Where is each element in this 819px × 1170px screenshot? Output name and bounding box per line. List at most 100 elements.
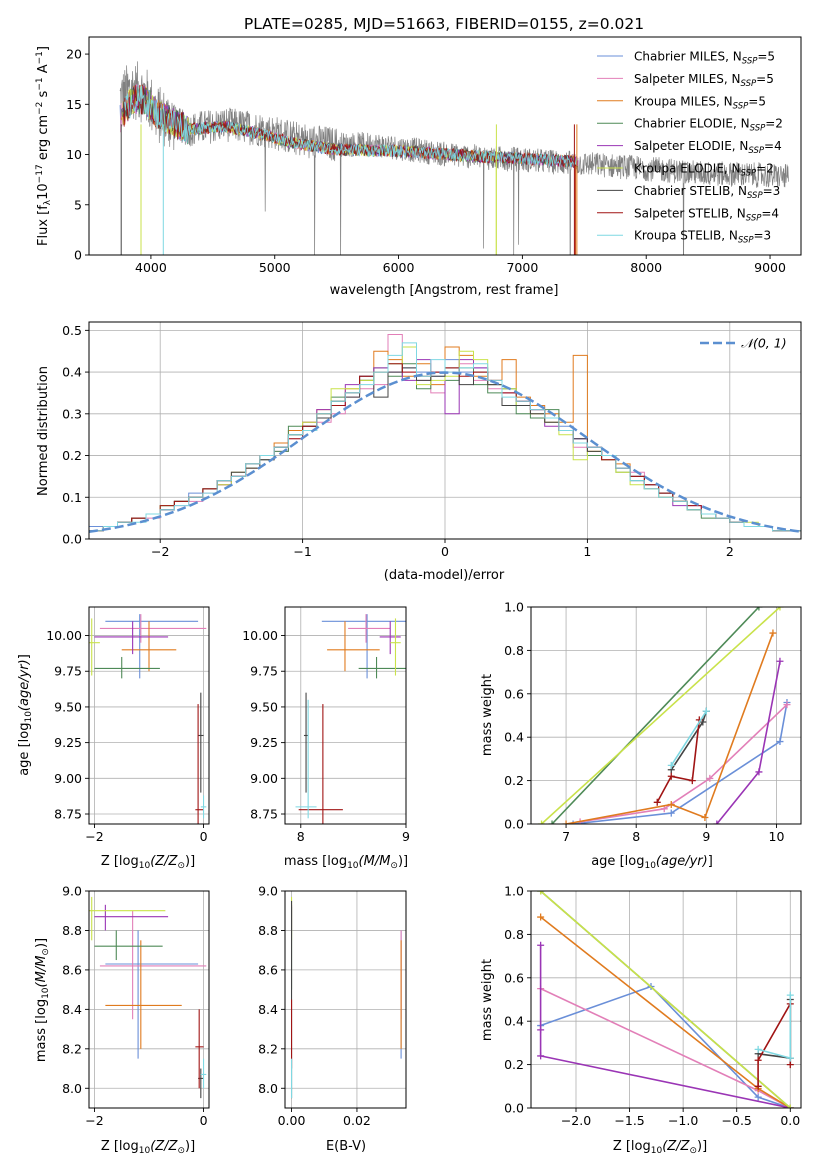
weight-marker-salpeter-stelib: [786, 1061, 794, 1069]
legend-label-salpeter-stelib: Salpeter STELIB, NSSP=4: [634, 206, 779, 223]
plot-area: [295, 614, 406, 824]
weight-marker-kroupa-elodie: [786, 1104, 794, 1108]
mass-age-plot: 8 9 8.75 9.00 9.25 9.50 9.75 10.00: [242, 606, 410, 844]
y-tick-label: 0.5: [62, 323, 82, 338]
y-tick-label: 1.0: [504, 600, 524, 615]
weight-line-salpeter-elodie: [539, 945, 791, 1108]
z-age-x-label-a: Z [log: [101, 854, 139, 869]
x-tick-label: 9: [402, 829, 410, 844]
weight-marker-chabrier-elodie: [755, 607, 763, 611]
x-tick-label: −2: [151, 544, 169, 559]
weight-marker-salpeter-miles: [706, 774, 714, 782]
y-tick-label: 9.00: [54, 771, 82, 786]
spectrum-y-label-exp1: −1: [35, 77, 45, 90]
weight-marker-salpeter-elodie: [755, 768, 763, 776]
z-weight-plot: −2.0 −1.5 −1.0 −0.5 0.0 0.0 0.2 0.4 0.6 0.8 1.0: [504, 884, 802, 1128]
y-tick-label: 0.4: [504, 730, 524, 745]
z-age-y-label-close: ]: [17, 654, 32, 659]
z-weight-x-label-close: )]: [697, 1139, 707, 1154]
weight-marker-kroupa-elodie: [537, 891, 545, 895]
axes-frame: [88, 606, 210, 825]
z-mass-x-label-close: )]: [185, 1139, 195, 1154]
z-age-y-label-units: (age/yr): [17, 659, 32, 711]
legend-label-n: =2: [756, 162, 774, 176]
legend-label-sub: SSP: [741, 79, 757, 89]
ebv-mass-plot: 0.00 0.02 8.0 8.2 8.4 8.6 8.8 9.0: [258, 884, 407, 1128]
legend-label-salpeter-miles: Salpeter MILES, NSSP=5: [634, 72, 774, 89]
axes-frame: [88, 890, 210, 1109]
z-weight-x-axis-label: Z [log10(Z/Z⊙)]: [613, 1139, 707, 1156]
weight-marker-kroupa-elodie: [776, 607, 784, 611]
z-age-y-axis-label: age [log10(age/yr)]: [17, 654, 34, 776]
z-mass-x-label-sun: ⊙: [177, 1146, 185, 1156]
mass-age-x-label-sub: 10: [347, 861, 359, 871]
plot-area: [537, 891, 794, 1108]
weight-marker-chabrier-miles: [667, 809, 675, 817]
z-weight-x-label-a: Z [log: [613, 1139, 651, 1154]
weight-marker-kroupa-miles: [537, 913, 545, 921]
plot-area: [119, 61, 789, 255]
weight-marker-salpeter-stelib: [754, 1082, 762, 1090]
x-tick-label: 6000: [383, 260, 415, 275]
residual-plot: −2 −1 0 1 2 0.0 0.1 0.2 0.3 0.4 0.5 𝒩(0, 1): [62, 321, 802, 559]
histogram-kroupa-stelib: [89, 342, 801, 539]
age-weight-x-label-a: age [log: [591, 854, 644, 869]
mass-age-x-axis-label: mass [log10(M/M⊙)]: [284, 854, 408, 871]
x-tick-label: 4000: [135, 260, 167, 275]
x-tick-label: −2: [85, 829, 103, 844]
legend-label-sub: SSP: [738, 236, 754, 246]
x-tick-label: 8: [297, 829, 305, 844]
y-tick-label: 9.50: [54, 699, 82, 714]
legend-label-sub: SSP: [747, 191, 763, 201]
weight-marker-salpeter-stelib: [688, 777, 696, 785]
spectrum-plot: 4000 5000 6000 7000 8000 9000 0 5 10 15 20 Chabrier…: [66, 36, 802, 275]
x-tick-label: 0: [200, 1113, 208, 1128]
z-mass-x-axis-label: Z [log10(Z/Z⊙)]: [101, 1139, 195, 1156]
y-tick-label: 15: [66, 97, 82, 112]
legend-label-n: =5: [756, 72, 774, 86]
x-tick-label: 5000: [259, 260, 291, 275]
x-tick-label: 0.00: [278, 1113, 306, 1128]
age-weight-x-axis-label: age [log10(age/yr)]: [591, 854, 713, 871]
ebv-mass-x-axis-label: E(B-V): [326, 1139, 366, 1154]
x-tick-label: −1.0: [668, 1113, 698, 1128]
y-tick-label: 9.25: [250, 735, 278, 750]
mass-age-x-label-close: )]: [398, 854, 408, 869]
y-tick-label: 8.2: [62, 1041, 82, 1056]
legend-label-n: =4: [761, 206, 779, 220]
legend-label-sub: SSP: [746, 213, 762, 223]
spectrum-y-label-exp2: −2: [35, 102, 45, 115]
y-tick-label: 0.4: [504, 1014, 524, 1029]
y-tick-label: 0.2: [504, 1057, 524, 1072]
z-weight-y-axis-label: mass weight: [480, 959, 495, 1041]
spectrum-y-label-erg: erg cm: [36, 115, 51, 164]
age-weight-plot: 7 8 9 10 0.0 0.2 0.4 0.6 0.8 1.0: [504, 600, 802, 844]
y-tick-label: 10: [66, 147, 82, 162]
legend-label-sub: SSP: [742, 57, 758, 67]
z-mass-y-axis-label: mass [log10(M/M⊙)]: [34, 938, 51, 1062]
age-weight-y-axis-label: mass weight: [480, 674, 495, 756]
x-tick-label: −0.5: [722, 1113, 752, 1128]
y-tick-label: 9.50: [250, 699, 278, 714]
legend-label-n: =3: [763, 184, 781, 198]
spectrum-y-label-exp1b: −1: [35, 51, 45, 64]
spectrum-title: PLATE=0285, MJD=51663, FIBERID=0155, z=0…: [244, 15, 644, 33]
legend-label-kroupa-elodie: Kroupa ELODIE, NSSP=2: [634, 162, 774, 179]
y-tick-label: 8.6: [62, 962, 82, 977]
x-tick-label: 1: [583, 544, 591, 559]
z-mass-x-label-units: (Z/Z: [150, 1139, 178, 1154]
weight-marker-salpeter-miles: [783, 701, 791, 709]
y-tick-label: 0: [74, 248, 82, 263]
age-weight-x-label-units: (age/yr): [656, 854, 708, 869]
legend-label-n: =4: [764, 139, 782, 153]
y-tick-label: 8.6: [258, 962, 278, 977]
z-mass-y-label-units: (M/M: [34, 956, 49, 988]
weight-marker-kroupa-stelib: [667, 761, 675, 769]
y-tick-label: 0.0: [504, 1101, 524, 1116]
plot-area: [538, 607, 791, 824]
y-tick-label: 9.75: [54, 664, 82, 679]
weight-marker-salpeter-elodie: [537, 941, 545, 949]
axes-frame: [530, 606, 802, 825]
y-tick-label: 0.6: [504, 970, 524, 985]
spectrum-y-label-exp17: −17: [35, 164, 45, 183]
